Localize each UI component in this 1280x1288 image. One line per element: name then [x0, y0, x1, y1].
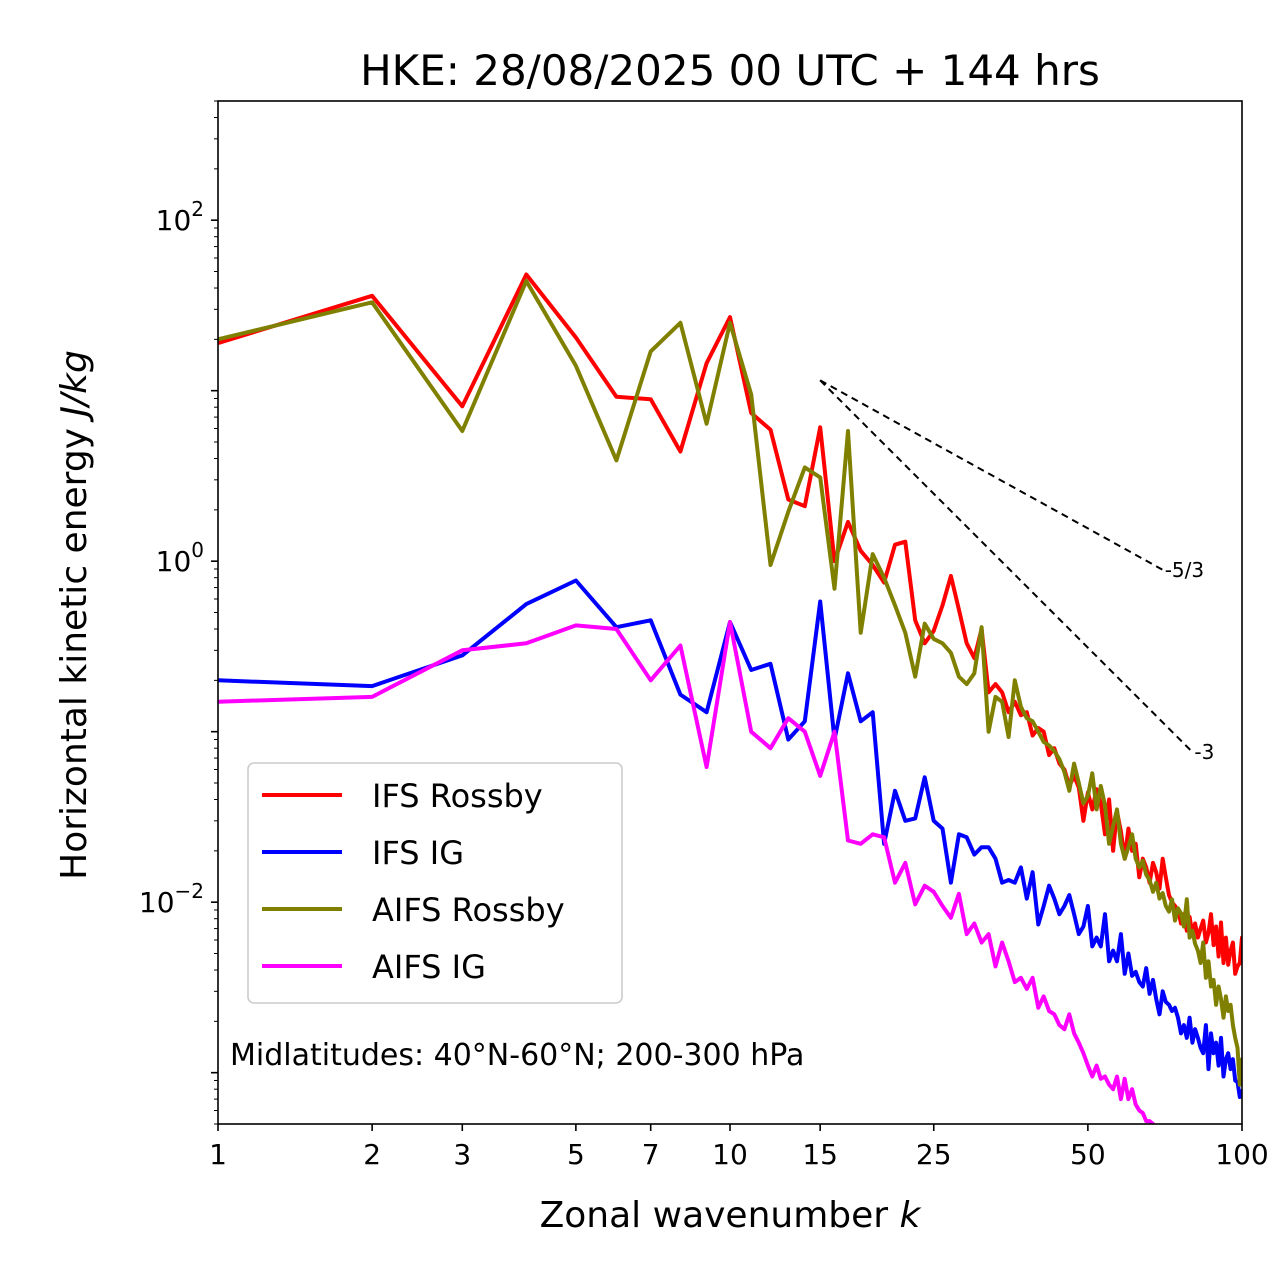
y-tick-exponent: 0 — [191, 538, 204, 562]
legend-items: IFS Rossby IFS IG AIFS Rossby AIFS IG — [262, 777, 565, 986]
x-tick-label: 100 — [1215, 1138, 1268, 1171]
legend-label: IFS Rossby — [372, 777, 543, 815]
x-tick-label: 5 — [567, 1138, 585, 1171]
plot-frame — [217, 100, 1243, 1125]
reference-line-label: -5/3 — [1165, 558, 1204, 582]
x-tick-label: 1 — [209, 1138, 227, 1171]
legend-label: IFS IG — [372, 834, 464, 872]
y-minor-ticks — [211, 100, 218, 1125]
legend-label: AIFS IG — [372, 948, 486, 986]
x-tick-label: 2 — [363, 1138, 381, 1171]
legend-label: AIFS Rossby — [372, 891, 565, 929]
region-annotation: Midlatitudes: 40°N-60°N; 200-300 hPa — [230, 1038, 804, 1073]
reference-slopes: -5/3 -3 — [819, 379, 1214, 764]
y-axis-title: Horizontal kinetic energy J/kg — [54, 350, 95, 880]
y-tick-label: 100 — [156, 538, 204, 578]
reference-line-label: -3 — [1194, 740, 1214, 764]
y-tick-exponent: −2 — [175, 879, 204, 903]
reference-line-slope — [819, 379, 1194, 753]
y-axis-title-text: Horizontal kinetic energy — [54, 417, 95, 880]
y-tick-label: 10−2 — [139, 879, 204, 919]
x-tick-label: 7 — [642, 1138, 660, 1171]
y-axis-title-units: J/kg — [54, 350, 95, 422]
legend-box — [247, 762, 623, 1004]
legend: IFS Rossby IFS IG AIFS Rossby AIFS IG — [247, 762, 623, 1004]
y-tick-base: 10 — [139, 886, 175, 919]
series-line-ifs-ig — [218, 578, 1242, 1099]
x-tick-label: 15 — [802, 1138, 838, 1171]
series-layer — [218, 272, 1242, 1124]
chart-title: HKE: 28/08/2025 00 UTC + 144 hrs — [360, 46, 1100, 95]
y-tick-base: 10 — [156, 204, 192, 237]
x-axis-title: Zonal wavenumber k — [540, 1195, 923, 1236]
x-tick-label: 50 — [1070, 1138, 1106, 1171]
x-axis-title-text: Zonal wavenumber — [540, 1195, 900, 1236]
x-tick-label: 3 — [453, 1138, 471, 1171]
y-tick-base: 10 — [156, 545, 192, 578]
y-tick-exponent: 2 — [191, 197, 204, 221]
x-tick-label: 10 — [712, 1138, 748, 1171]
y-tick-label: 102 — [156, 197, 204, 237]
reference-line-slope — [819, 379, 1164, 571]
series-line-aifs-rossby — [218, 279, 1242, 1087]
x-tick-label: 25 — [916, 1138, 952, 1171]
series-line-aifs-ig — [218, 620, 1156, 1124]
x-axis-ticks: 1 2 3 5 7 10 15 25 50 100 — [209, 1124, 1269, 1171]
x-axis-title-var: k — [900, 1195, 923, 1236]
